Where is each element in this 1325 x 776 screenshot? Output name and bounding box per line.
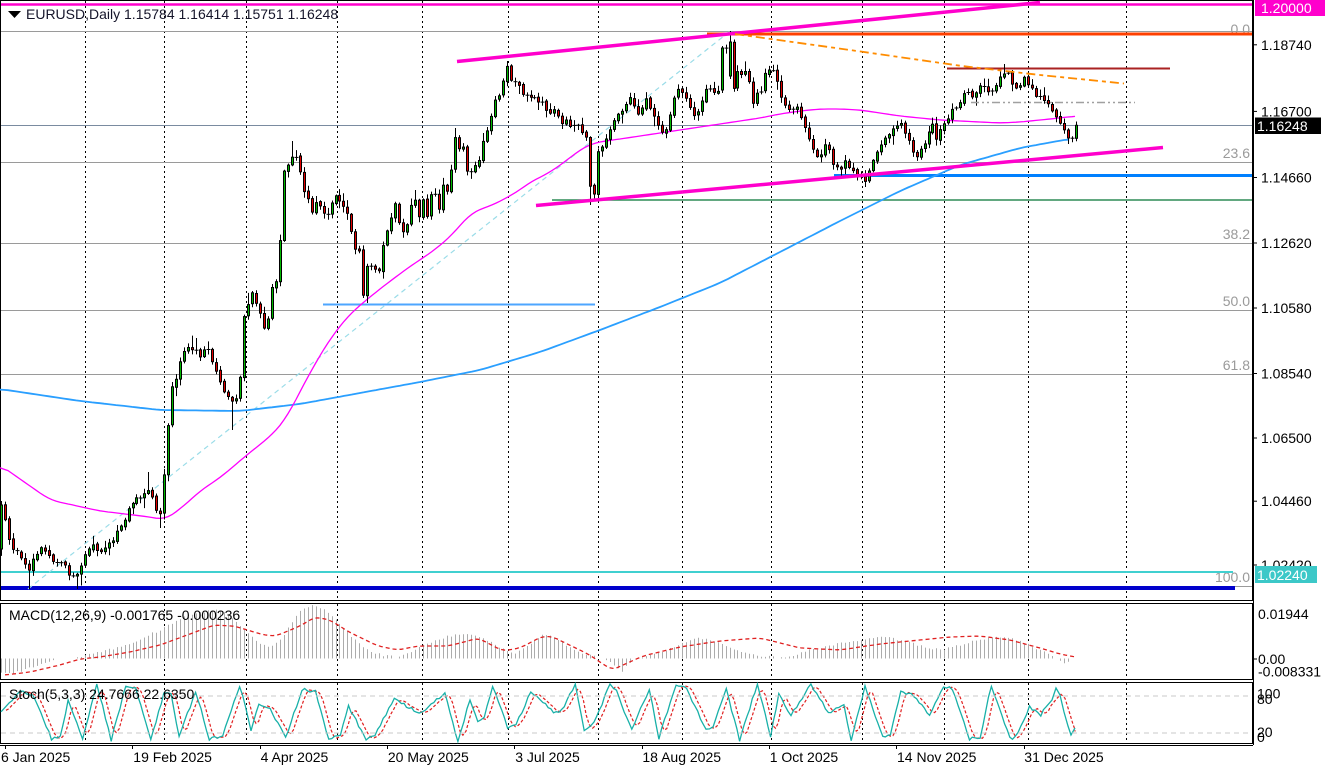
svg-text:14 Nov 2025: 14 Nov 2025 — [897, 749, 977, 765]
svg-text:1.08540: 1.08540 — [1261, 366, 1312, 382]
svg-text:6 Jan 2025: 6 Jan 2025 — [1, 749, 70, 765]
svg-text:31 Dec 2025: 31 Dec 2025 — [1024, 749, 1104, 765]
svg-text:Stoch(5,3,3) 24.7666 22.6350: Stoch(5,3,3) 24.7666 22.6350 — [9, 686, 194, 702]
svg-text:1.02240: 1.02240 — [1257, 567, 1308, 583]
svg-text:-0.008331: -0.008331 — [1258, 664, 1321, 680]
svg-text:1.18740: 1.18740 — [1261, 37, 1312, 53]
svg-text:20 May 2025: 20 May 2025 — [388, 749, 469, 765]
svg-text:18 Aug 2025: 18 Aug 2025 — [642, 749, 721, 765]
svg-text:20: 20 — [1257, 724, 1273, 740]
svg-text:0.00: 0.00 — [1258, 651, 1285, 667]
svg-text:0.01944: 0.01944 — [1258, 606, 1309, 622]
svg-text:100: 100 — [1257, 686, 1281, 702]
svg-text:61.8: 61.8 — [1223, 357, 1250, 373]
svg-text:4 Apr 2025: 4 Apr 2025 — [261, 749, 329, 765]
svg-text:1.16700: 1.16700 — [1261, 103, 1312, 119]
svg-text:1.12620: 1.12620 — [1261, 235, 1312, 251]
svg-text:1.16248: 1.16248 — [1257, 118, 1308, 134]
svg-text:1.14660: 1.14660 — [1261, 170, 1312, 186]
svg-text:1.06500: 1.06500 — [1261, 430, 1312, 446]
svg-text:EURUSD,Daily 1.15784 1.16414: EURUSD,Daily 1.15784 1.16414 1.15751 1.1… — [26, 6, 338, 22]
svg-text:80: 80 — [1257, 691, 1273, 707]
svg-text:0: 0 — [1257, 729, 1265, 745]
svg-text:1.04460: 1.04460 — [1261, 493, 1312, 509]
svg-text:23.6: 23.6 — [1223, 145, 1250, 161]
svg-text:1.20000: 1.20000 — [1261, 0, 1312, 16]
svg-text:38.2: 38.2 — [1223, 226, 1250, 242]
svg-text:19 Feb 2025: 19 Feb 2025 — [133, 749, 212, 765]
svg-text:MACD(12,26,9) -0.001765 -0.000: MACD(12,26,9) -0.001765 -0.000236 — [9, 607, 240, 623]
svg-text:1.10580: 1.10580 — [1261, 300, 1312, 316]
svg-text:3 Jul 2025: 3 Jul 2025 — [515, 749, 580, 765]
svg-text:50.0: 50.0 — [1223, 293, 1250, 309]
svg-text:1 Oct 2025: 1 Oct 2025 — [770, 749, 839, 765]
